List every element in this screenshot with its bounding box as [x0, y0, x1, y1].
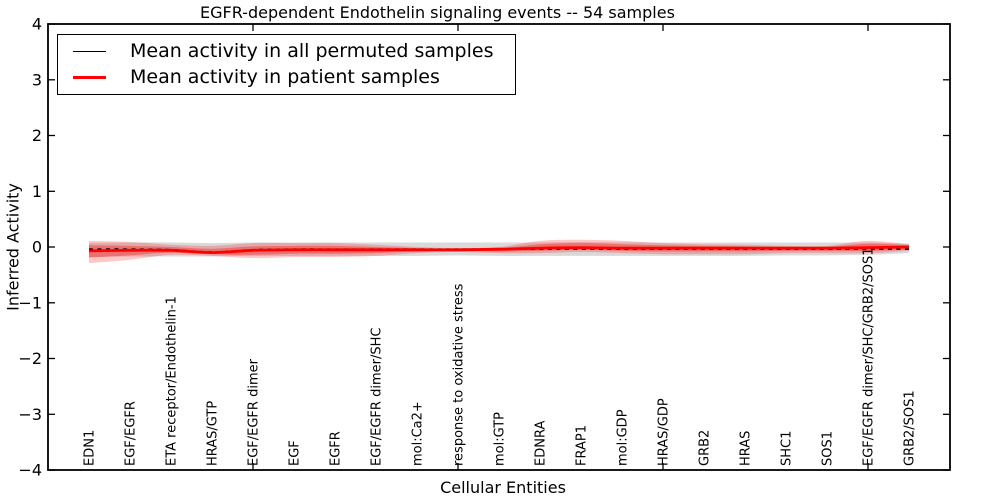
legend-line-sample	[73, 76, 106, 79]
series-line-patient	[88, 245, 910, 255]
legend-item-label: Mean activity in all permuted samples	[130, 40, 494, 62]
y-axis-label: Inferred Activity	[3, 183, 23, 311]
x-tick-label: HRAS	[739, 431, 754, 466]
x-tick-label: GRB2	[698, 430, 713, 466]
y-tick-label: 0	[32, 238, 42, 257]
chart-title: EGFR-dependent Endothelin signaling even…	[200, 3, 675, 22]
x-tick-label: mol:GTP	[493, 412, 508, 466]
x-tick-label: FRAP1	[575, 425, 590, 466]
x-tick-label: EGFR	[329, 431, 344, 466]
x-tick-label: response to oxidative stress	[452, 283, 467, 466]
legend: Mean activity in all permuted samples Mea…	[57, 34, 516, 95]
x-tick-label: SHC1	[780, 431, 795, 466]
x-tick-label: GRB2/SOS1	[903, 390, 918, 466]
y-tick-label: −2	[18, 349, 42, 368]
x-tick-label: EGF/EGFR dimer	[247, 358, 262, 466]
y-tick-label: 1	[32, 182, 42, 201]
x-tick-label: HRAS/GTP	[206, 401, 221, 466]
y-tick-label: −3	[18, 405, 42, 424]
x-tick-label: EDN1	[83, 430, 98, 466]
x-tick-label: mol:GDP	[616, 409, 631, 466]
x-tick-label: EGF/EGFR dimer/SHC	[370, 328, 385, 466]
x-tick-label: ETA receptor/Endothelin-1	[165, 296, 180, 466]
y-tick-label: −1	[18, 293, 42, 312]
x-tick-label: EGF	[288, 440, 303, 466]
legend-item: Mean activity in all permuted samples	[58, 42, 515, 61]
x-tick-label: EGF/EGFR	[124, 401, 139, 466]
x-tick-label: EGF/EGFR dimer/SHC/GRB2/SOS1	[862, 248, 877, 467]
legend-item: Mean activity in patient samples	[58, 68, 515, 87]
y-tick-label: 4	[32, 15, 42, 34]
x-tick-label: HRAS/GDP	[657, 398, 672, 466]
x-tick-label: mol:Ca2+	[411, 401, 426, 466]
x-tick-label: SOS1	[821, 431, 836, 466]
y-tick-label: 3	[32, 70, 42, 89]
x-axis-label: Cellular Entities	[440, 478, 566, 497]
legend-item-label: Mean activity in patient samples	[130, 66, 440, 88]
x-tick-label: EDNRA	[534, 421, 549, 466]
y-tick-label: 2	[32, 126, 42, 145]
legend-line-sample	[73, 50, 106, 53]
band-patient-samples-spread-outer	[89, 239, 909, 264]
y-tick-label: −4	[18, 461, 42, 480]
